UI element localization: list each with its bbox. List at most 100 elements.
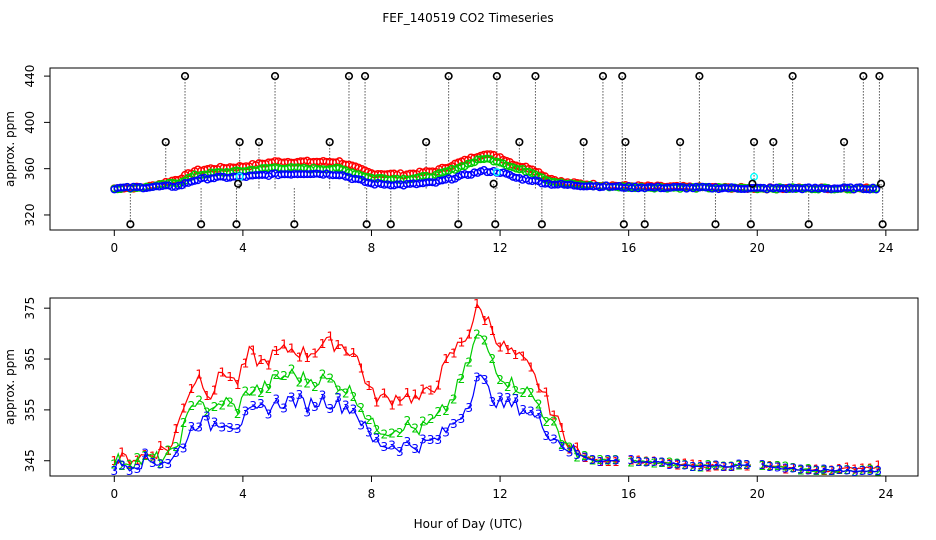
series-glyph-2: 2 — [365, 413, 373, 427]
series-glyph-3: 3 — [496, 390, 504, 404]
series-glyph-1: 1 — [257, 353, 265, 367]
series-glyph-2: 2 — [334, 384, 342, 398]
series-glyph-1: 1 — [867, 461, 875, 475]
series-glyph-3: 3 — [759, 458, 767, 472]
series-glyph-1: 1 — [110, 454, 118, 468]
point-spike — [537, 220, 546, 229]
series-glyph-2: 2 — [805, 462, 813, 476]
series-glyph-3: 3 — [118, 459, 126, 473]
series-glyph-1: 1 — [249, 344, 257, 358]
series-glyph-2: 2 — [705, 458, 713, 472]
series-glyph-3: 3 — [195, 420, 203, 434]
series-glyph-1: 1 — [512, 348, 520, 362]
series-glyph-1: 1 — [365, 379, 373, 393]
plot-frame — [49, 297, 919, 477]
point-spike — [695, 71, 704, 81]
series-glyph-1: 1 — [489, 324, 497, 338]
series-glyph-2: 2 — [473, 328, 481, 342]
series-glyph-3: 3 — [396, 445, 404, 459]
series-glyph-2: 2 — [589, 454, 597, 468]
series-glyph-2: 2 — [504, 380, 512, 394]
series-glyph-1: 1 — [334, 338, 342, 352]
series-glyph-3: 3 — [697, 460, 705, 474]
series-glyph-1: 1 — [357, 361, 365, 375]
series-glyph-2: 2 — [558, 438, 566, 452]
series-glyph-1: 1 — [296, 351, 304, 365]
series-glyph-2: 2 — [303, 376, 311, 390]
series-glyph-2: 2 — [427, 412, 435, 426]
series-glyph-2: 2 — [327, 371, 335, 385]
series-glyph-3: 3 — [527, 405, 535, 419]
series-glyph-3: 3 — [203, 409, 211, 423]
series-glyph-3: 3 — [820, 462, 828, 476]
series-glyph-3: 3 — [874, 464, 882, 478]
series-glyph-2: 2 — [357, 401, 365, 415]
series-glyph-1: 1 — [496, 340, 504, 354]
series-glyph-3: 3 — [172, 446, 180, 460]
series-glyph-2: 2 — [396, 426, 404, 440]
series-glyph-2: 2 — [419, 415, 427, 429]
series-glyph-3: 3 — [766, 460, 774, 474]
point-spike — [254, 137, 264, 147]
series-glyph-2: 2 — [319, 367, 327, 381]
point-level-3 — [872, 185, 881, 194]
series-glyph-3: 3 — [334, 391, 342, 405]
series-line-3 — [113, 374, 620, 472]
series-glyph-3: 3 — [836, 463, 844, 477]
point-level-2 — [441, 167, 450, 176]
series-glyph-3: 3 — [558, 440, 566, 454]
series-glyph-2: 2 — [218, 398, 226, 412]
x-axis-label: Hour of Day (UTC) — [414, 517, 523, 531]
series-glyph-2: 2 — [774, 459, 782, 473]
x-tick-label: 16 — [621, 241, 636, 255]
series-glyph-1: 1 — [504, 343, 512, 357]
series-glyph-3: 3 — [813, 463, 821, 477]
point-spike — [360, 71, 370, 81]
series-glyph-1: 1 — [265, 359, 273, 373]
x-tick-label: 20 — [750, 241, 765, 255]
series-glyph-2: 2 — [257, 386, 265, 400]
series-glyph-3: 3 — [280, 401, 288, 415]
point-spike — [876, 179, 886, 188]
series-glyph-3: 3 — [689, 460, 697, 474]
series-glyph-3: 3 — [705, 459, 713, 473]
x-tick-label: 0 — [110, 241, 118, 255]
series-glyph-2: 2 — [288, 362, 296, 376]
series-glyph-2: 2 — [782, 460, 790, 474]
series-glyph-3: 3 — [643, 455, 651, 469]
point-level-3 — [463, 171, 472, 180]
series-glyph-3: 3 — [635, 455, 643, 469]
series-glyph-3: 3 — [265, 408, 273, 422]
series-glyph-3: 3 — [573, 448, 581, 462]
series-glyph-1: 1 — [473, 297, 481, 311]
series-glyph-1: 1 — [188, 382, 196, 396]
series-glyph-3: 3 — [627, 453, 635, 467]
series-glyph-1: 1 — [427, 383, 435, 397]
x-tick-label: 24 — [878, 487, 893, 501]
series-glyph-2: 2 — [203, 405, 211, 419]
y-axis-label: approx. ppm — [3, 111, 17, 187]
series-glyph-3: 3 — [658, 455, 666, 469]
series-glyph-1: 1 — [273, 344, 281, 358]
series-glyph-2: 2 — [597, 453, 605, 467]
point-spike — [454, 220, 463, 229]
series-glyph-1: 1 — [481, 314, 489, 328]
series-glyph-3: 3 — [550, 432, 558, 446]
series-glyph-3: 3 — [512, 392, 520, 406]
point-spike — [676, 137, 685, 147]
series-glyph-2: 2 — [265, 382, 273, 396]
series-glyph-2: 2 — [813, 464, 821, 478]
y-tick-label: 320 — [23, 204, 37, 227]
series-glyph-2: 2 — [519, 386, 527, 400]
series-glyph-1: 1 — [118, 446, 126, 460]
point-level-2 — [483, 154, 492, 163]
series-glyph-2: 2 — [535, 398, 543, 412]
series-glyph-1: 1 — [681, 457, 689, 471]
series-glyph-2: 2 — [651, 457, 659, 471]
series-glyph-1: 1 — [635, 453, 643, 467]
series-glyph-1: 1 — [373, 396, 381, 410]
series-glyph-3: 3 — [126, 464, 134, 478]
point-spike — [769, 137, 778, 147]
series-line-1 — [114, 302, 620, 466]
series-glyph-3: 3 — [504, 391, 512, 405]
